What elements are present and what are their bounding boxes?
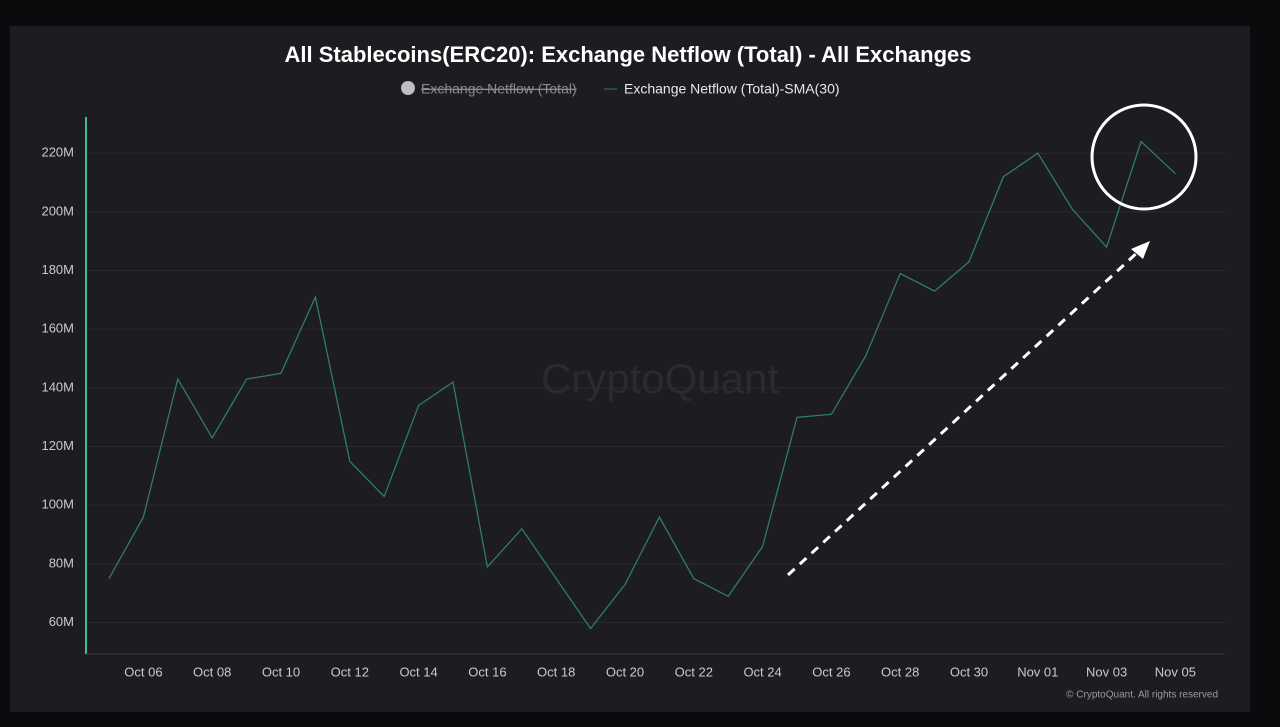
credit: © CryptoQuant. All rights reserved [1066,690,1218,701]
y-tick-label: 60M [49,614,74,629]
legend-dot[interactable] [401,81,415,95]
x-tick-label: Oct 08 [193,664,231,679]
x-tick-label: Oct 18 [537,664,575,679]
x-tick-label: Oct 10 [262,664,300,679]
x-tick-label: Oct 26 [812,664,850,679]
x-tick-label: Oct 06 [124,664,162,679]
watermark: CryptoQuant [541,355,779,402]
chart-title: All Stablecoins(ERC20): Exchange Netflow… [284,42,971,67]
legend-hidden[interactable]: Exchange Netflow (Total) [421,81,577,97]
x-tick-label: Oct 16 [468,664,506,679]
highlight-circle [1090,103,1198,211]
x-tick-label: Oct 28 [881,664,919,679]
y-tick-label: 220M [41,145,74,160]
y-tick-label: 100M [41,497,74,512]
panel [10,26,1250,712]
x-tick-label: Nov 01 [1017,664,1058,679]
x-tick-label: Oct 24 [743,664,781,679]
y-tick-label: 160M [41,321,74,336]
x-tick-label: Nov 05 [1155,664,1196,679]
y-tick-label: 80M [49,555,74,570]
x-tick-label: Oct 30 [950,664,988,679]
x-tick-label: Nov 03 [1086,664,1127,679]
series-line [108,140,1176,630]
x-tick-label: Oct 12 [331,664,369,679]
y-tick-label: 120M [41,438,74,453]
x-tick-label: Oct 20 [606,664,644,679]
y-tick-label: 140M [41,379,74,394]
x-tick-label: Oct 22 [675,664,713,679]
y-tick-label: 180M [41,262,74,277]
y-tick-label: 200M [41,203,74,218]
x-tick-label: Oct 14 [399,664,437,679]
arrow-head [1131,241,1150,259]
legend-entry[interactable]: Exchange Netflow (Total)-SMA(30) [624,81,840,97]
